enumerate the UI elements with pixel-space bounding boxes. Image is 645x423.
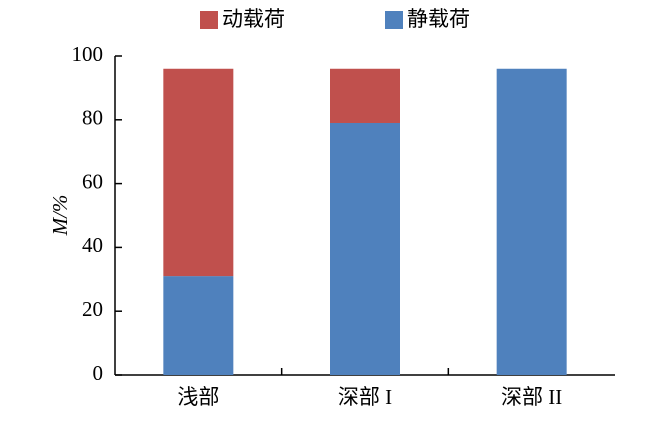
bar-segment: [163, 68, 234, 277]
x-tick-label: 浅部: [177, 385, 219, 409]
y-tick-label: 80: [82, 106, 103, 130]
y-tick-label: 100: [72, 42, 104, 66]
legend-swatch: [385, 11, 403, 29]
y-tick-label: 20: [82, 297, 103, 321]
y-axis-label: M/%: [48, 195, 72, 237]
bar-segment: [330, 122, 400, 376]
legend-swatch: [200, 11, 218, 29]
bar-segment: [163, 276, 234, 375]
bar-segment: [496, 68, 567, 375]
legend-label: 静载荷: [407, 7, 470, 31]
x-tick-label: 深部 II: [501, 385, 562, 409]
y-tick-label: 0: [93, 361, 104, 385]
y-tick-label: 60: [82, 169, 103, 193]
bar-segment: [330, 68, 400, 123]
legend-label: 动载荷: [222, 7, 285, 31]
x-tick-label: 深部 I: [338, 385, 392, 409]
y-tick-label: 40: [82, 233, 103, 257]
